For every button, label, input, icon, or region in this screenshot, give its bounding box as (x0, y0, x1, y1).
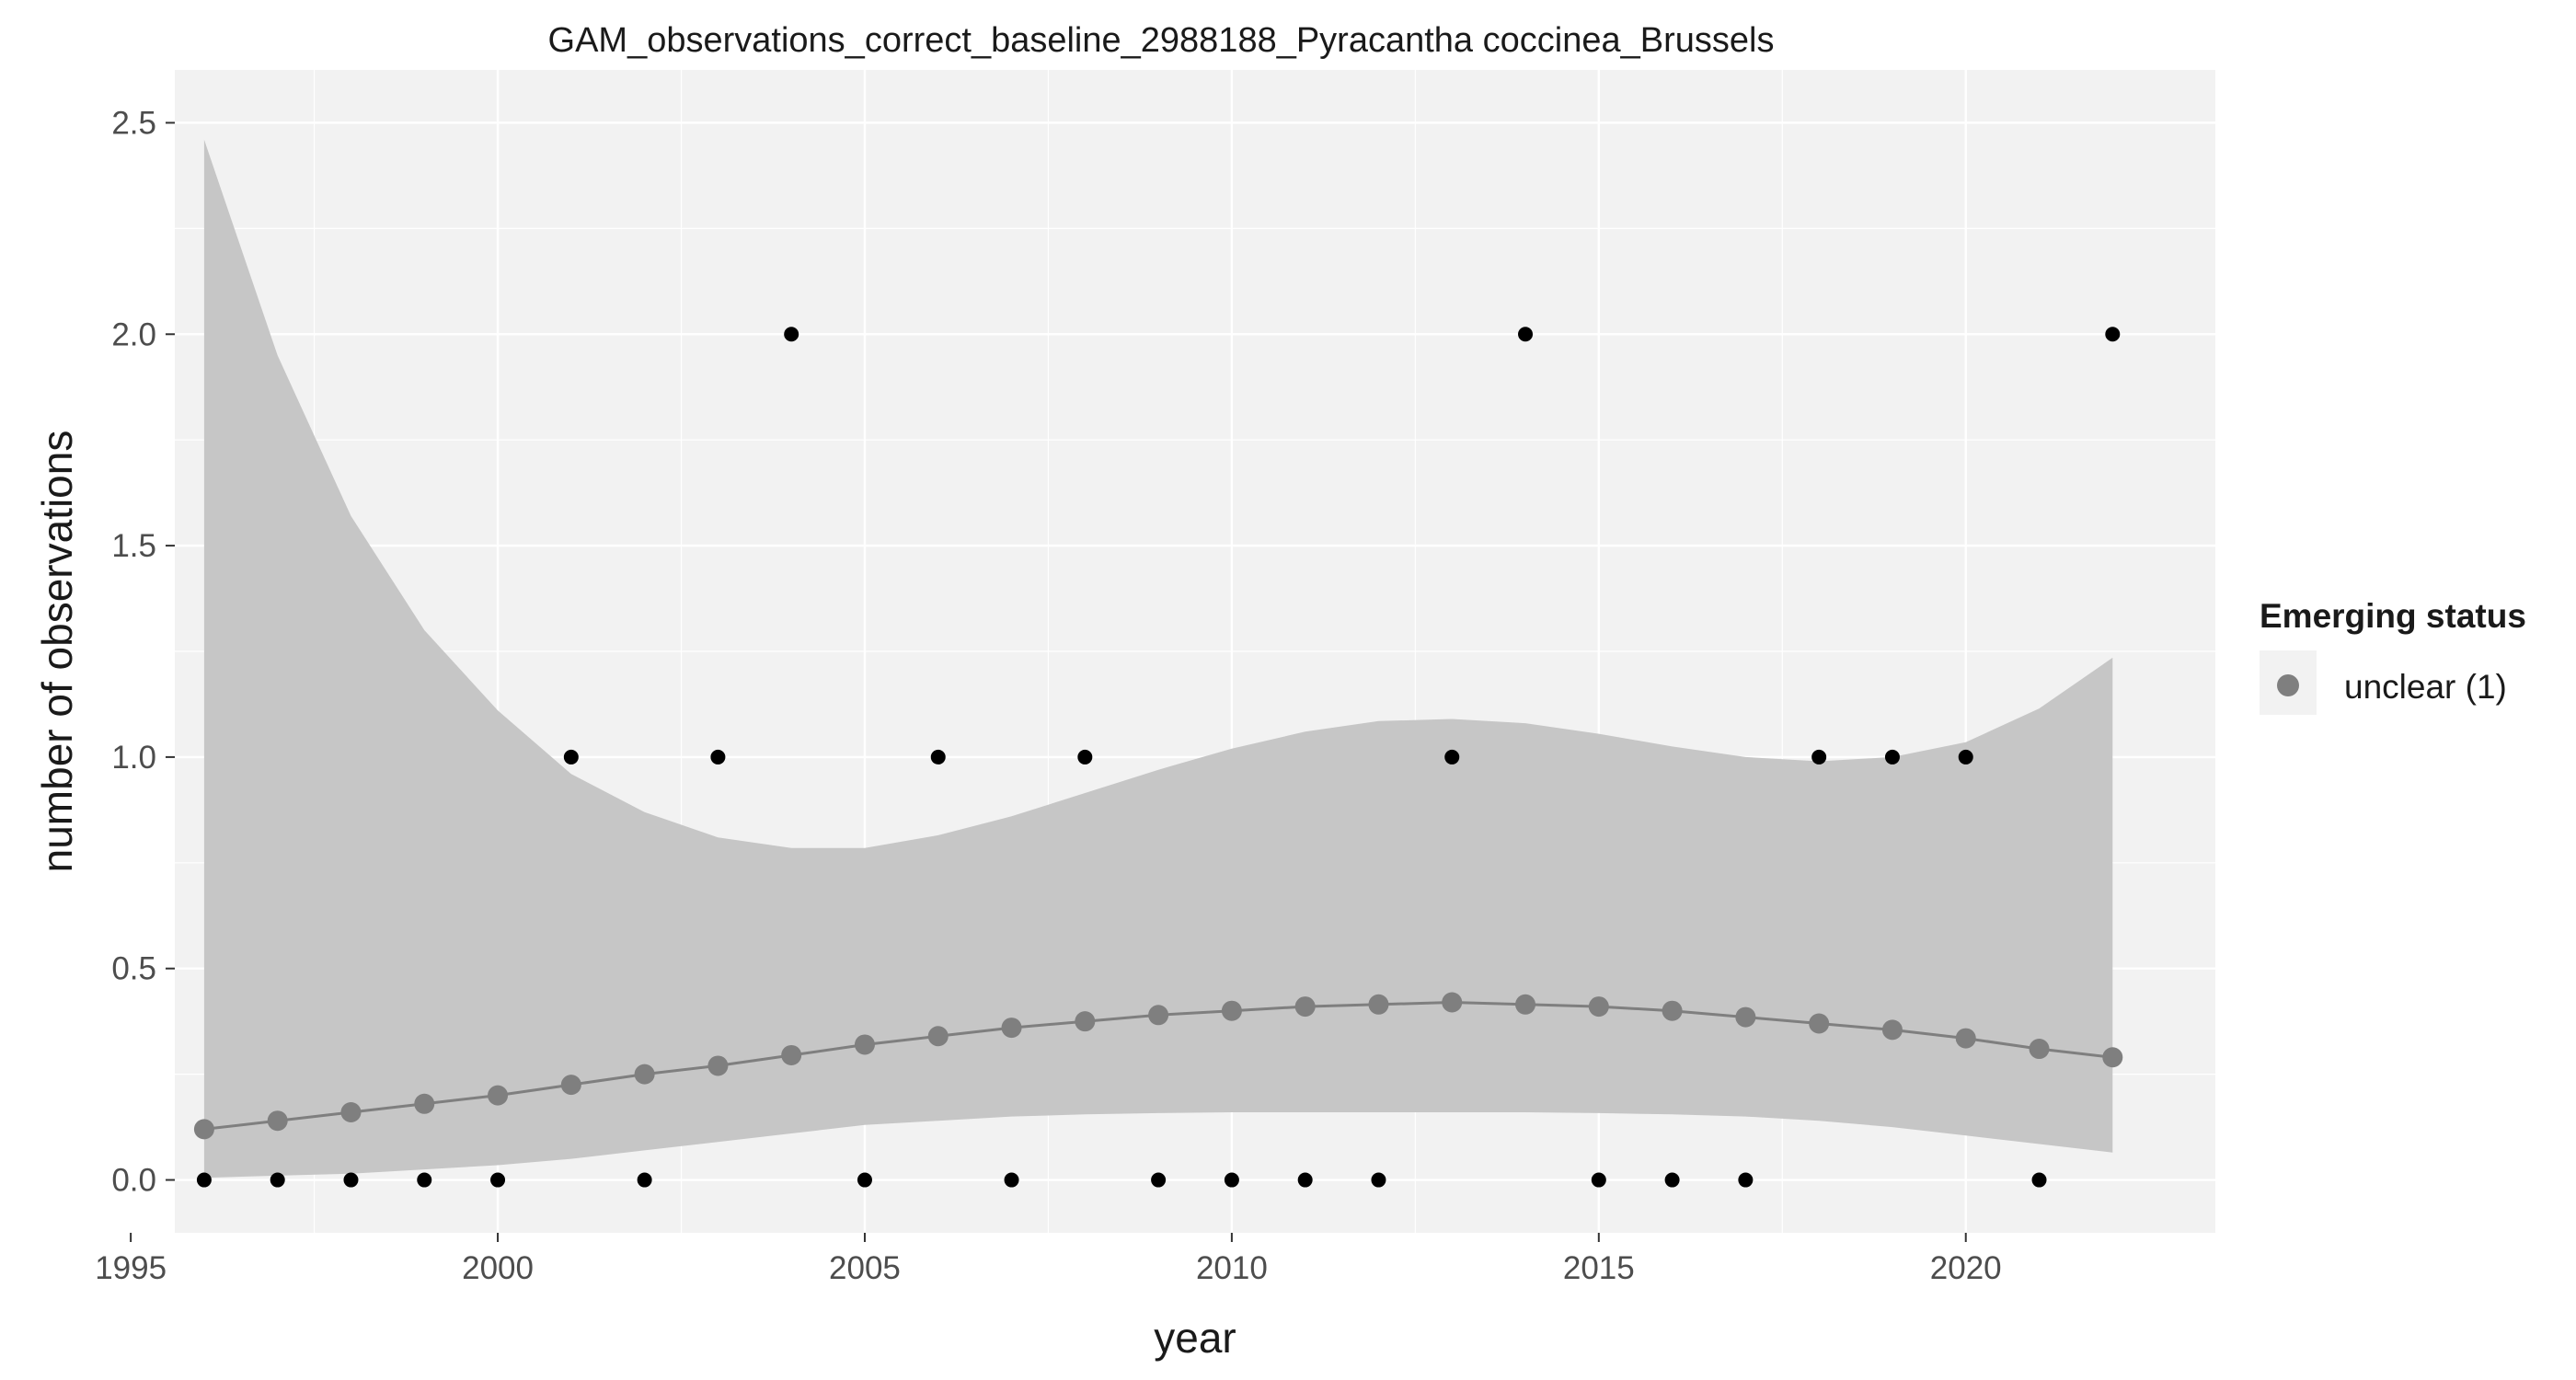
x-axis: 1995 2000 2005 2010 2015 2020 (95, 1233, 2002, 1286)
observation-point (196, 1172, 212, 1188)
fit-point (2102, 1047, 2123, 1068)
observation-point (784, 327, 799, 342)
fit-point (1221, 1000, 1242, 1021)
x-tick-label: 2005 (829, 1250, 901, 1286)
fit-point (560, 1075, 581, 1096)
x-tick-label: 2010 (1196, 1250, 1268, 1286)
y-tick-label: 0.5 (111, 951, 156, 987)
fit-point (1662, 1000, 1683, 1021)
observation-point (1077, 749, 1093, 765)
observation-point (1958, 749, 1973, 765)
fit-point (1368, 994, 1389, 1015)
x-tick-label: 2000 (462, 1250, 534, 1286)
observation-point (710, 749, 726, 765)
observation-point (857, 1172, 872, 1188)
x-tick-label: 2015 (1563, 1250, 1635, 1286)
fit-point (1881, 1019, 1903, 1041)
fit-point (1001, 1018, 1022, 1039)
fit-point (927, 1026, 949, 1047)
y-tick-label: 0.0 (111, 1163, 156, 1199)
fit-point (1809, 1013, 1830, 1034)
observation-point (1811, 749, 1827, 765)
observation-point (1738, 1172, 1754, 1188)
observation-point (563, 749, 579, 765)
observation-point (417, 1172, 432, 1188)
y-tick-label: 2.0 (111, 316, 156, 352)
x-tick-label: 2020 (1930, 1250, 2002, 1286)
legend-key-dot (2277, 674, 2299, 696)
fit-point (781, 1044, 802, 1065)
observation-point (1518, 327, 1534, 342)
fit-point (414, 1093, 435, 1114)
confidence-ribbon (203, 139, 2113, 1179)
fit-point (634, 1064, 655, 1085)
fit-point (1148, 1005, 1169, 1026)
chart-title: GAM_observations_correct_baseline_298818… (548, 21, 1775, 60)
observation-points (196, 327, 2121, 1188)
observation-point (1884, 749, 1900, 765)
observation-point (1444, 749, 1460, 765)
fit-point (1735, 1006, 1756, 1028)
fit-point (1588, 996, 1609, 1018)
fit-point (1075, 1011, 1096, 1032)
legend: Emerging status unclear (1) (2260, 597, 2526, 715)
fit-point (1442, 992, 1463, 1013)
y-axis: 0.0 0.5 1.0 1.5 2.0 2.5 (111, 105, 175, 1199)
x-axis-title: year (1154, 1314, 1236, 1362)
x-tick-label: 1995 (95, 1250, 167, 1286)
observation-point (490, 1172, 506, 1188)
legend-title: Emerging status (2260, 597, 2526, 635)
observation-point (1004, 1172, 1019, 1188)
y-tick-label: 1.0 (111, 740, 156, 776)
fit-point (707, 1055, 729, 1076)
observation-point (1371, 1172, 1386, 1188)
observation-point (270, 1172, 285, 1188)
fit-point (488, 1085, 509, 1106)
legend-label: unclear (1) (2344, 668, 2507, 706)
observation-point (2105, 327, 2121, 342)
y-axis-title: number of observations (33, 431, 81, 873)
observation-point (1224, 1172, 1239, 1188)
observation-point (343, 1172, 359, 1188)
fit-point (267, 1110, 288, 1132)
y-tick-label: 2.5 (111, 105, 156, 141)
fit-point (1955, 1028, 1976, 1049)
fit-point (1294, 996, 1316, 1018)
fit-point (2029, 1039, 2050, 1060)
fit-point (193, 1119, 214, 1140)
gam-fit-points (193, 992, 2123, 1140)
observation-point (1151, 1172, 1167, 1188)
observation-point (1591, 1172, 1606, 1188)
fit-point (340, 1102, 362, 1123)
fit-point (854, 1034, 875, 1055)
observation-point (1664, 1172, 1680, 1188)
fit-point (1515, 994, 1536, 1015)
observation-point (930, 749, 946, 765)
observation-point (1297, 1172, 1313, 1188)
y-tick-label: 1.5 (111, 528, 156, 564)
observation-point (637, 1172, 652, 1188)
observation-point (2031, 1172, 2047, 1188)
